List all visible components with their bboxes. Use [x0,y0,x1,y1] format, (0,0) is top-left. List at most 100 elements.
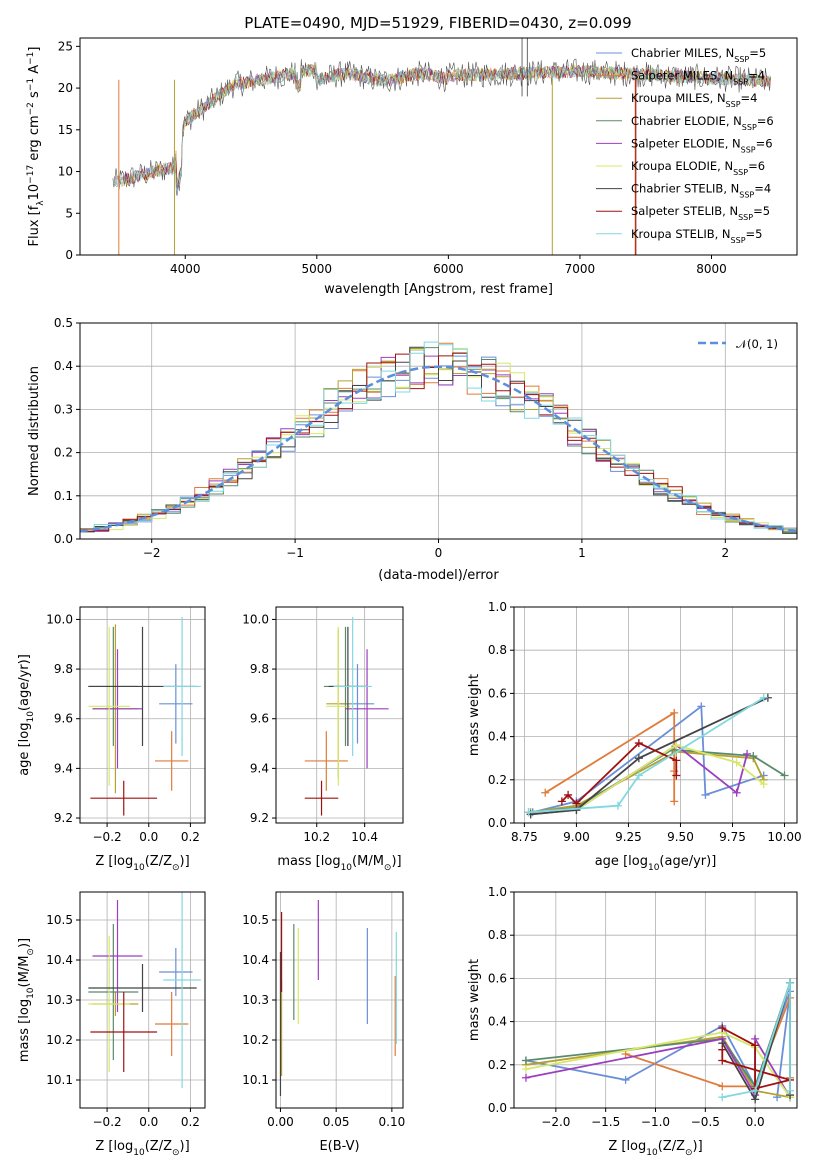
label-part: log [113,1139,133,1154]
weight-point-marker [749,752,758,761]
y-tick-label: 0.4 [54,359,73,373]
histogram-series [80,352,797,539]
weight-series-line [525,991,791,1098]
weight-point-marker [521,1056,530,1065]
x-tick-label: −2.0 [541,1115,570,1129]
label-part: (Z/Z [145,1139,172,1154]
axes-weight_vs_age: 8.75 9.00 9.25 9.50 9.75 10.00 0.0 0.2 0.4 0.6 0.8… [488,600,802,844]
weight-point-marker [672,771,681,780]
y-tick-label: 10.3 [242,993,269,1007]
x-tick-label: 0.0 [139,1115,158,1129]
weight-point-marker [670,708,679,717]
weight-point-marker [634,739,643,748]
y-tick-label: 0.4 [488,730,507,744]
legend-subscript: SSP [741,145,756,154]
errorbars-age_vs_Z [88,616,201,816]
label-part: )] [180,1139,190,1154]
weight-point-marker [786,978,795,987]
x-tick-label: 0.05 [323,1115,350,1129]
spectrum-xlabel: wavelength [Angstrom, rest frame] [324,282,553,297]
weight-point-marker [634,771,643,780]
residuals-xlabel: (data-model)/error [378,568,499,583]
label-subscript: 10 [26,987,36,999]
weight-point-marker [670,797,679,806]
label-part: E(B-V) [319,1139,359,1154]
legend-part: Salpeter ELODIE, N [631,136,741,150]
ylabel-part: −1 [26,78,36,91]
weight-series-line [722,982,791,1099]
legend-part: =6 [756,136,773,150]
weight-point-marker [751,1041,760,1050]
y-tick-label: 10 [58,165,73,179]
legend-part: =6 [748,159,765,173]
y-tick-label: 0.0 [488,816,507,830]
y-tick-label: 0.1 [54,489,73,503]
weight-lines-weight_vs_age [524,693,789,819]
label-part: log [628,854,648,869]
gridlines-mass_vs_ebv [276,892,403,1108]
y-tick-label: 0.4 [488,1015,507,1029]
axes-frame-mass_vs_Z [79,891,206,1109]
label-part: age [ [17,742,32,775]
label-subscript: ⊙ [172,863,180,873]
y-tick-label: 0 [65,248,73,262]
weight-point-marker [701,790,710,799]
weight-series-line [528,696,765,814]
axes-age_vs_mass: 10.2 10.4 9.2 9.4 9.6 9.8 10.0 [242,607,403,844]
y-tick-label: 9.4 [250,761,269,775]
y-tick-label: 9.6 [54,712,73,726]
legend-part: Kroupa ELODIE, N [631,159,733,173]
y-tick-label: 0.3 [54,402,73,416]
spectrum-line [114,64,771,196]
x-tick-label: 1 [578,546,586,560]
weight-point-marker [732,758,741,767]
x-tick-label: 9.25 [615,830,642,844]
weight-series-line [530,696,769,816]
spectrum-lines [112,38,771,255]
legend-subscript: SSP [733,168,748,177]
y-tick-label: 0.6 [488,686,507,700]
legend-label: Chabrier STELIB, NSSP=4 [631,182,771,200]
label-subscript: ⊙ [384,863,392,873]
legend-label: Chabrier MILES, NSSP=5 [631,46,766,64]
weight-series-line [525,1031,791,1098]
legend-part: Chabrier STELIB, N [631,182,739,196]
x-tick-label: 2 [721,546,729,560]
legend-subscript: SSP [726,100,741,109]
weight-point-marker [786,1086,795,1095]
x-tick-label: −1 [286,546,304,560]
gridlines-weight_vs_age [514,606,797,824]
axes-frame-age_vs_mass [275,606,404,824]
legend-subscript: SSP [733,77,748,86]
legend-part: =6 [757,114,774,128]
weight_vs_Z-ylabel: mass weight [467,959,482,1041]
age_vs_mass-xlabel: mass [log10(M/M⊙)] [277,854,401,873]
ylabel-part: erg cm [27,115,42,164]
axes-mass_vs_ebv: 0.00 0.05 0.10 10.1 10.2 10.3 10.4 10.5 [242,892,405,1129]
weight-point-marker [718,1093,727,1102]
y-tick-label: 0.8 [488,928,507,942]
legend-subscript: SSP [734,55,749,64]
legend-part: =5 [749,46,766,60]
weight-point-marker [557,797,566,806]
gaussian-curve [80,365,797,533]
weight-point-marker [718,1082,727,1091]
weight-series-line [561,742,678,805]
legend-part: =5 [746,227,763,241]
errorbars-age_vs_mass [304,616,389,816]
label-part: )] [17,938,32,948]
y-tick-label: 1.0 [488,885,507,899]
y-tick-label: 0.0 [488,1101,507,1115]
axes-age_vs_Z: −0.2 0.0 0.2 9.2 9.4 9.6 9.8 10.0 [46,607,205,844]
x-tick-label: 0.2 [181,1115,200,1129]
y-tick-label: 0.5 [54,316,73,330]
weight-lines-weight_vs_Z [521,978,795,1104]
histograms [80,341,797,539]
ylabel-part: −17 [26,165,36,184]
label-part: age [ [595,854,628,869]
legend-subscript: SSP [731,235,746,244]
weight-point-marker [621,1075,630,1084]
y-tick-label: 9.4 [54,761,73,775]
label-part: )] [693,1139,703,1154]
